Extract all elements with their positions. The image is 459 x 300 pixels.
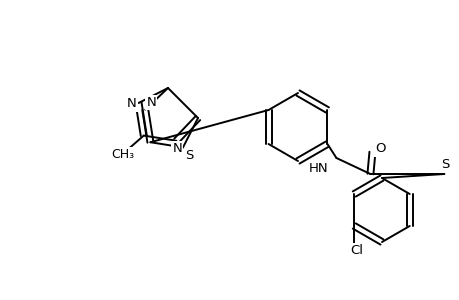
Text: N: N: [146, 96, 156, 109]
Text: S: S: [440, 158, 448, 170]
Text: N: N: [126, 98, 136, 110]
Text: O: O: [375, 142, 385, 155]
Text: N: N: [172, 142, 182, 155]
Text: Cl: Cl: [349, 244, 362, 257]
Text: CH₃: CH₃: [111, 148, 134, 160]
Text: HN: HN: [308, 163, 328, 176]
Text: S: S: [185, 149, 193, 162]
